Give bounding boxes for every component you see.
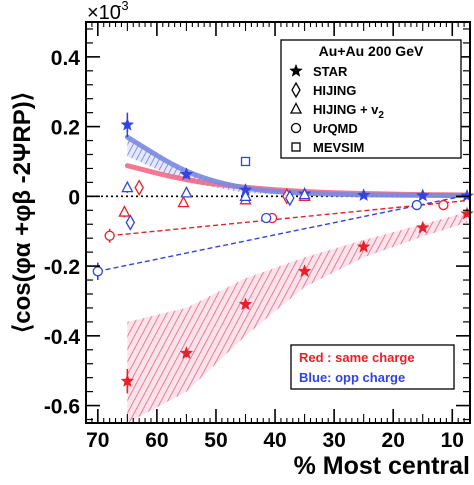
data-point-triangle (121, 180, 134, 193)
legend-label: HIJING (313, 83, 356, 98)
y-tick-label: -0.6 (44, 396, 80, 419)
y-tick-label: 0 (68, 186, 80, 209)
legend-label: UrQMD (313, 121, 358, 136)
x-tick-label: 20 (382, 429, 405, 452)
data-point-star (356, 239, 371, 253)
data-point-star (179, 167, 194, 181)
color-note-box (290, 344, 455, 390)
data-point-star (415, 220, 430, 234)
data-point-star (297, 264, 312, 278)
data-point-triangle (180, 185, 193, 198)
data-point-star (120, 117, 135, 131)
x-tick-label: 30 (322, 429, 345, 452)
y-multiplier-exponent: -3 (117, 0, 129, 13)
data-point-star (460, 188, 474, 202)
data-point-circle (438, 199, 449, 211)
legend-square-icon (291, 142, 301, 152)
legend-label: STAR (313, 64, 348, 79)
legend-triangle-icon (289, 102, 303, 114)
x-tick-label: 50 (204, 429, 227, 452)
x-axis-label: % Most central (294, 452, 470, 480)
data-point-triangle (118, 205, 131, 217)
legend-box (280, 39, 462, 159)
legend-circle-icon (290, 122, 302, 134)
legend-title: Au+Au 200 GeV (319, 43, 424, 59)
plot-frame (85, 21, 471, 424)
x-tick-label: 10 (441, 429, 464, 452)
data-point-star (415, 188, 430, 202)
x-tick-label: 70 (86, 429, 109, 452)
x-tick-label: 40 (263, 429, 286, 452)
y-tick-label: 0.2 (51, 117, 80, 140)
legend-label: MEVSIM (313, 140, 364, 155)
band-same_charge (127, 212, 468, 423)
data-point-star (179, 346, 194, 360)
theory-curve-opp_charge (124, 134, 470, 199)
data-point-star (356, 188, 371, 202)
data-point-circle (92, 266, 103, 277)
legend-label: HIJING + v2 (313, 102, 384, 121)
y-tick-label: -0.4 (44, 326, 81, 349)
data-point-star (460, 206, 474, 220)
data-point-circle (104, 230, 115, 241)
data-point-circle (261, 212, 272, 224)
y-tick-label: -0.2 (44, 256, 80, 279)
opp-charge-note: Blue: opp charge (299, 370, 405, 385)
data-point-diamond (125, 214, 136, 231)
data-point-diamond (285, 189, 295, 207)
data-point-triangle (239, 189, 252, 201)
legend-star-icon (289, 63, 303, 77)
data-point-triangle (177, 195, 190, 208)
same-charge-note: Red : same charge (299, 350, 415, 365)
y-axis-label: ⟨cos(φα +φβ -2ΨRP)⟩ (9, 92, 36, 333)
y-multiplier-label: ×10 (87, 2, 121, 24)
y-tick-label: 0.4 (51, 47, 81, 70)
data-point-star (238, 297, 253, 311)
data-point-circle (411, 199, 422, 211)
x-tick-label: 60 (145, 429, 168, 452)
data-point-square (240, 156, 251, 167)
dashed-fit-same_charge (109, 199, 468, 237)
data-point-star (120, 373, 135, 387)
data-point-triangle (298, 187, 311, 200)
data-point-diamond (134, 179, 144, 196)
dashed-fit-opp_charge (97, 194, 468, 273)
legend-diamond-icon (291, 81, 301, 99)
